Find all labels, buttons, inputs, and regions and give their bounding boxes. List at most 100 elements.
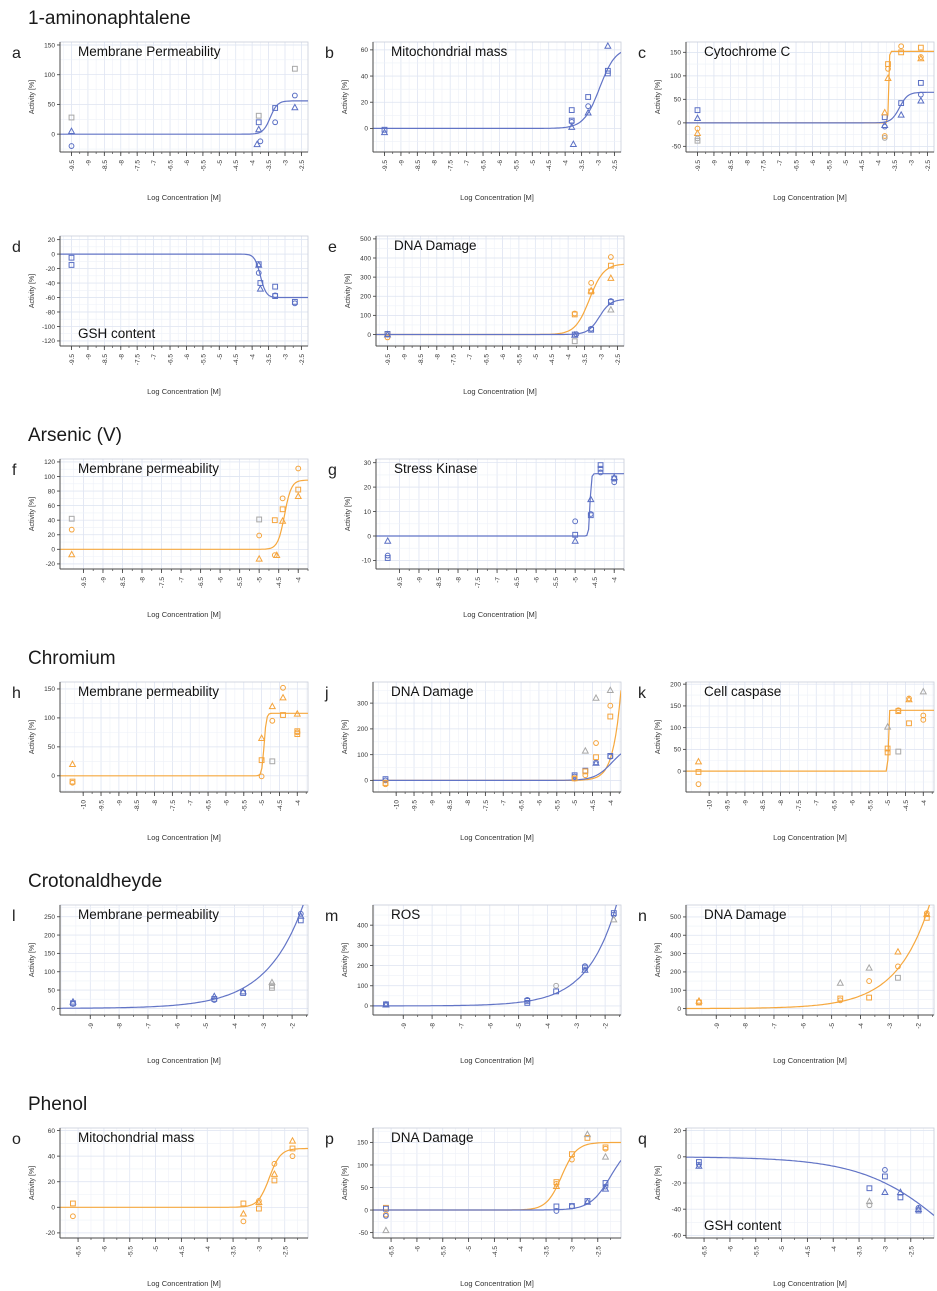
svg-text:300: 300 xyxy=(357,700,368,707)
svg-text:-2.5: -2.5 xyxy=(595,1246,602,1258)
svg-text:40: 40 xyxy=(361,73,369,80)
series-triangle-gray xyxy=(610,915,618,923)
svg-text:400: 400 xyxy=(670,933,681,940)
svg-text:-4: -4 xyxy=(518,1246,525,1252)
svg-text:-60: -60 xyxy=(46,295,56,302)
svg-text:-7.5: -7.5 xyxy=(483,800,490,812)
series-triangle-gray xyxy=(836,963,873,986)
axes xyxy=(370,1128,621,1242)
svg-text:-8.5: -8.5 xyxy=(415,160,422,172)
svg-text:100: 100 xyxy=(44,969,55,976)
svg-text:-5: -5 xyxy=(572,800,579,806)
svg-text:-50: -50 xyxy=(672,144,682,151)
svg-text:-4.5: -4.5 xyxy=(549,354,556,366)
svg-text:-4: -4 xyxy=(250,160,257,166)
svg-text:-4: -4 xyxy=(563,160,570,166)
panel-title-a: Membrane Permeability xyxy=(78,44,221,59)
series-square-orange xyxy=(384,262,614,338)
axes xyxy=(57,459,309,573)
svg-text:-8.5: -8.5 xyxy=(120,577,127,589)
series-triangle-blue xyxy=(592,758,600,766)
tick-labels: -6.5 -6 -5.5 -5 -4.5 -4 -3.5 -3 -2.5 -50 0 50 100 150 xyxy=(357,1140,602,1257)
svg-text:40: 40 xyxy=(48,517,56,524)
y-axis-label: Activity [%] xyxy=(342,943,349,977)
svg-text:-3: -3 xyxy=(569,1246,576,1252)
series-triangle-blue xyxy=(380,42,612,147)
svg-text:-9: -9 xyxy=(88,1023,95,1029)
panel-e: e -9.5 -9 -8.5 -8 -7.5 -7 -6.5 -6 -5.5 -5 -4.5 -4 -3.… xyxy=(328,231,630,399)
panel-title-k: Cell caspase xyxy=(704,684,781,699)
panel-k: k -10 -9.5 -9 -8.5 -8 -7.5 -7 -6.5 -6 -5.5 -5 -4.5 -4… xyxy=(638,677,937,845)
svg-text:-6: -6 xyxy=(500,354,507,360)
chart-canvas-j: -10 -9.5 -9 -8.5 -8 -7.5 -7 -6.5 -6 -5.5 -5 -4.5 -4 0… xyxy=(342,681,622,842)
fit-curve-1 xyxy=(373,51,621,130)
axes xyxy=(370,905,621,1019)
fit-curve-2 xyxy=(686,91,934,124)
svg-text:-2.5: -2.5 xyxy=(615,354,622,366)
y-axis-label: Activity [%] xyxy=(29,1166,36,1200)
svg-text:-7: -7 xyxy=(151,354,158,360)
svg-text:-10: -10 xyxy=(394,800,401,810)
panel-row: f -9.5 -9 -8.5 -8 -7.5 -7 -6.5 -6 -5.5 -5 -4.5 -4 -20… xyxy=(12,454,937,622)
y-axis-label: Activity [%] xyxy=(345,497,352,531)
series-circle-blue xyxy=(382,753,614,784)
svg-text:-5.5: -5.5 xyxy=(127,1246,134,1258)
svg-text:50: 50 xyxy=(674,97,682,104)
svg-text:-5.5: -5.5 xyxy=(553,577,560,589)
x-axis-label: Log Concentration [M] xyxy=(147,610,221,619)
svg-text:-7.5: -7.5 xyxy=(135,354,142,366)
svg-text:-5: -5 xyxy=(829,1023,836,1029)
svg-text:-6: -6 xyxy=(487,1023,494,1029)
svg-text:0: 0 xyxy=(364,1003,368,1010)
svg-text:-8.5: -8.5 xyxy=(102,354,109,366)
svg-text:-10: -10 xyxy=(81,800,88,810)
svg-text:-8: -8 xyxy=(431,160,438,166)
y-axis-label: Activity [%] xyxy=(342,1166,349,1200)
axes xyxy=(57,682,308,796)
svg-text:-8: -8 xyxy=(744,160,751,166)
tick-labels: -9.5 -9 -8.5 -8 -7.5 -7 -6.5 -6 -5.5 -5 -4.5 -4 -10 0… xyxy=(362,460,619,588)
svg-text:-6.5: -6.5 xyxy=(76,1246,83,1258)
fit-curve-1 xyxy=(376,263,624,336)
svg-text:-9.5: -9.5 xyxy=(81,577,88,589)
svg-text:100: 100 xyxy=(670,725,681,732)
gridlines xyxy=(376,459,625,569)
svg-text:50: 50 xyxy=(48,987,56,994)
chart-canvas-h: -10 -9.5 -9 -8.5 -8 -7.5 -7 -6.5 -6 -5.5 -5 -4.5 -4 0… xyxy=(29,681,309,842)
svg-text:-4: -4 xyxy=(545,1023,552,1029)
svg-text:-3.5: -3.5 xyxy=(579,160,586,172)
panel-q: q -6.5 -6 -5.5 -5 -4.5 -4 -3.5 -3 -2.5 20 0 -20 -40 -6… xyxy=(638,1123,937,1291)
panel-letter-k: k xyxy=(638,685,646,702)
svg-text:0: 0 xyxy=(677,768,681,775)
svg-text:-5.5: -5.5 xyxy=(826,160,833,172)
svg-text:-9.5: -9.5 xyxy=(69,354,76,366)
svg-text:200: 200 xyxy=(357,726,368,733)
svg-text:-7: -7 xyxy=(179,577,186,583)
svg-text:-5: -5 xyxy=(533,354,540,360)
y-axis-label: Activity [%] xyxy=(655,1166,662,1200)
y-axis-label: Activity [%] xyxy=(29,80,36,114)
svg-text:-4: -4 xyxy=(876,160,883,166)
svg-text:-4.5: -4.5 xyxy=(805,1246,812,1258)
svg-text:20: 20 xyxy=(361,100,369,107)
svg-text:-8.5: -8.5 xyxy=(134,800,141,812)
svg-text:-7: -7 xyxy=(464,160,471,166)
svg-text:120: 120 xyxy=(44,459,55,466)
panel-letter-j: j xyxy=(325,685,329,702)
tick-labels: -9.5 -9 -8.5 -8 -7.5 -7 -6.5 -6 -5.5 -5 -4.5 -4 -3.5… xyxy=(44,42,306,171)
svg-text:30: 30 xyxy=(364,460,372,467)
svg-text:-20: -20 xyxy=(672,1180,682,1187)
series-triangle-blue xyxy=(67,103,299,148)
svg-text:-6.5: -6.5 xyxy=(389,1246,396,1258)
svg-text:-9.5: -9.5 xyxy=(69,160,76,172)
x-axis-label: Log Concentration [M] xyxy=(460,193,534,202)
svg-text:300: 300 xyxy=(360,274,371,281)
svg-text:0: 0 xyxy=(51,547,55,554)
panel-g: g -9.5 -9 -8.5 -8 -7.5 -7 -6.5 -6 -5.5 -5 -4.5 -4 -10… xyxy=(328,454,630,622)
panel-letter-q: q xyxy=(638,1131,647,1148)
series-triangle-blue xyxy=(254,260,265,292)
svg-text:-9: -9 xyxy=(401,1023,408,1029)
tick-labels: -9.5 -9 -8.5 -8 -7.5 -7 -6.5 -6 -5.5 -5 -4.5 -4 -20 0… xyxy=(44,459,303,588)
svg-text:-5.5: -5.5 xyxy=(513,160,520,172)
series-triangle-blue xyxy=(382,965,589,1008)
